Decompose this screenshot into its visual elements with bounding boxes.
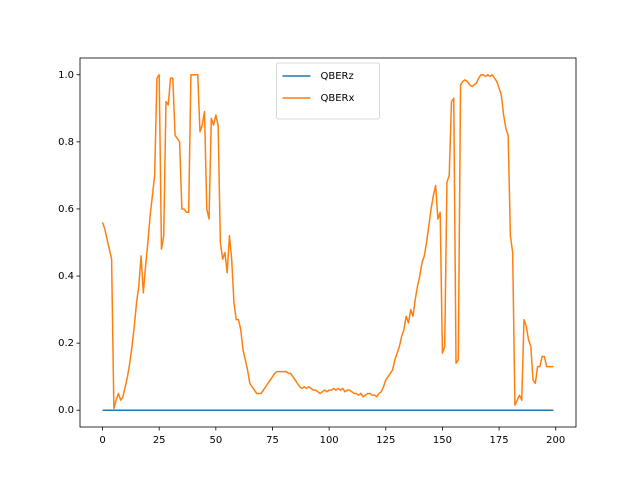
x-tick-label: 175 (490, 435, 509, 446)
legend-label: QBERx (321, 93, 355, 104)
legend-box (276, 62, 380, 120)
x-tick-label: 0 (99, 435, 105, 446)
legend-label: QBERz (321, 71, 354, 82)
y-tick-label: 1.0 (58, 70, 74, 81)
x-tick-label: 25 (153, 435, 166, 446)
x-tick-label: 200 (546, 435, 565, 446)
plot-frame (79, 57, 577, 428)
y-tick-label: 0.2 (58, 338, 74, 349)
data-line (101, 74, 554, 410)
y-tick-label: 0.6 (58, 204, 74, 215)
x-tick-label: 150 (433, 435, 452, 446)
y-tick-label: 0.4 (58, 271, 74, 282)
x-tick-label: 50 (209, 435, 222, 446)
y-tick-label: 0.8 (58, 137, 74, 148)
x-tick-label: 125 (376, 435, 395, 446)
y-tick-label: 0.0 (58, 405, 74, 416)
x-tick-label: 75 (266, 435, 279, 446)
x-tick-label: 100 (320, 435, 339, 446)
